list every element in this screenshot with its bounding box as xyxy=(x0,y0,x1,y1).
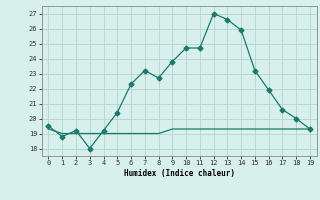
X-axis label: Humidex (Indice chaleur): Humidex (Indice chaleur) xyxy=(124,169,235,178)
